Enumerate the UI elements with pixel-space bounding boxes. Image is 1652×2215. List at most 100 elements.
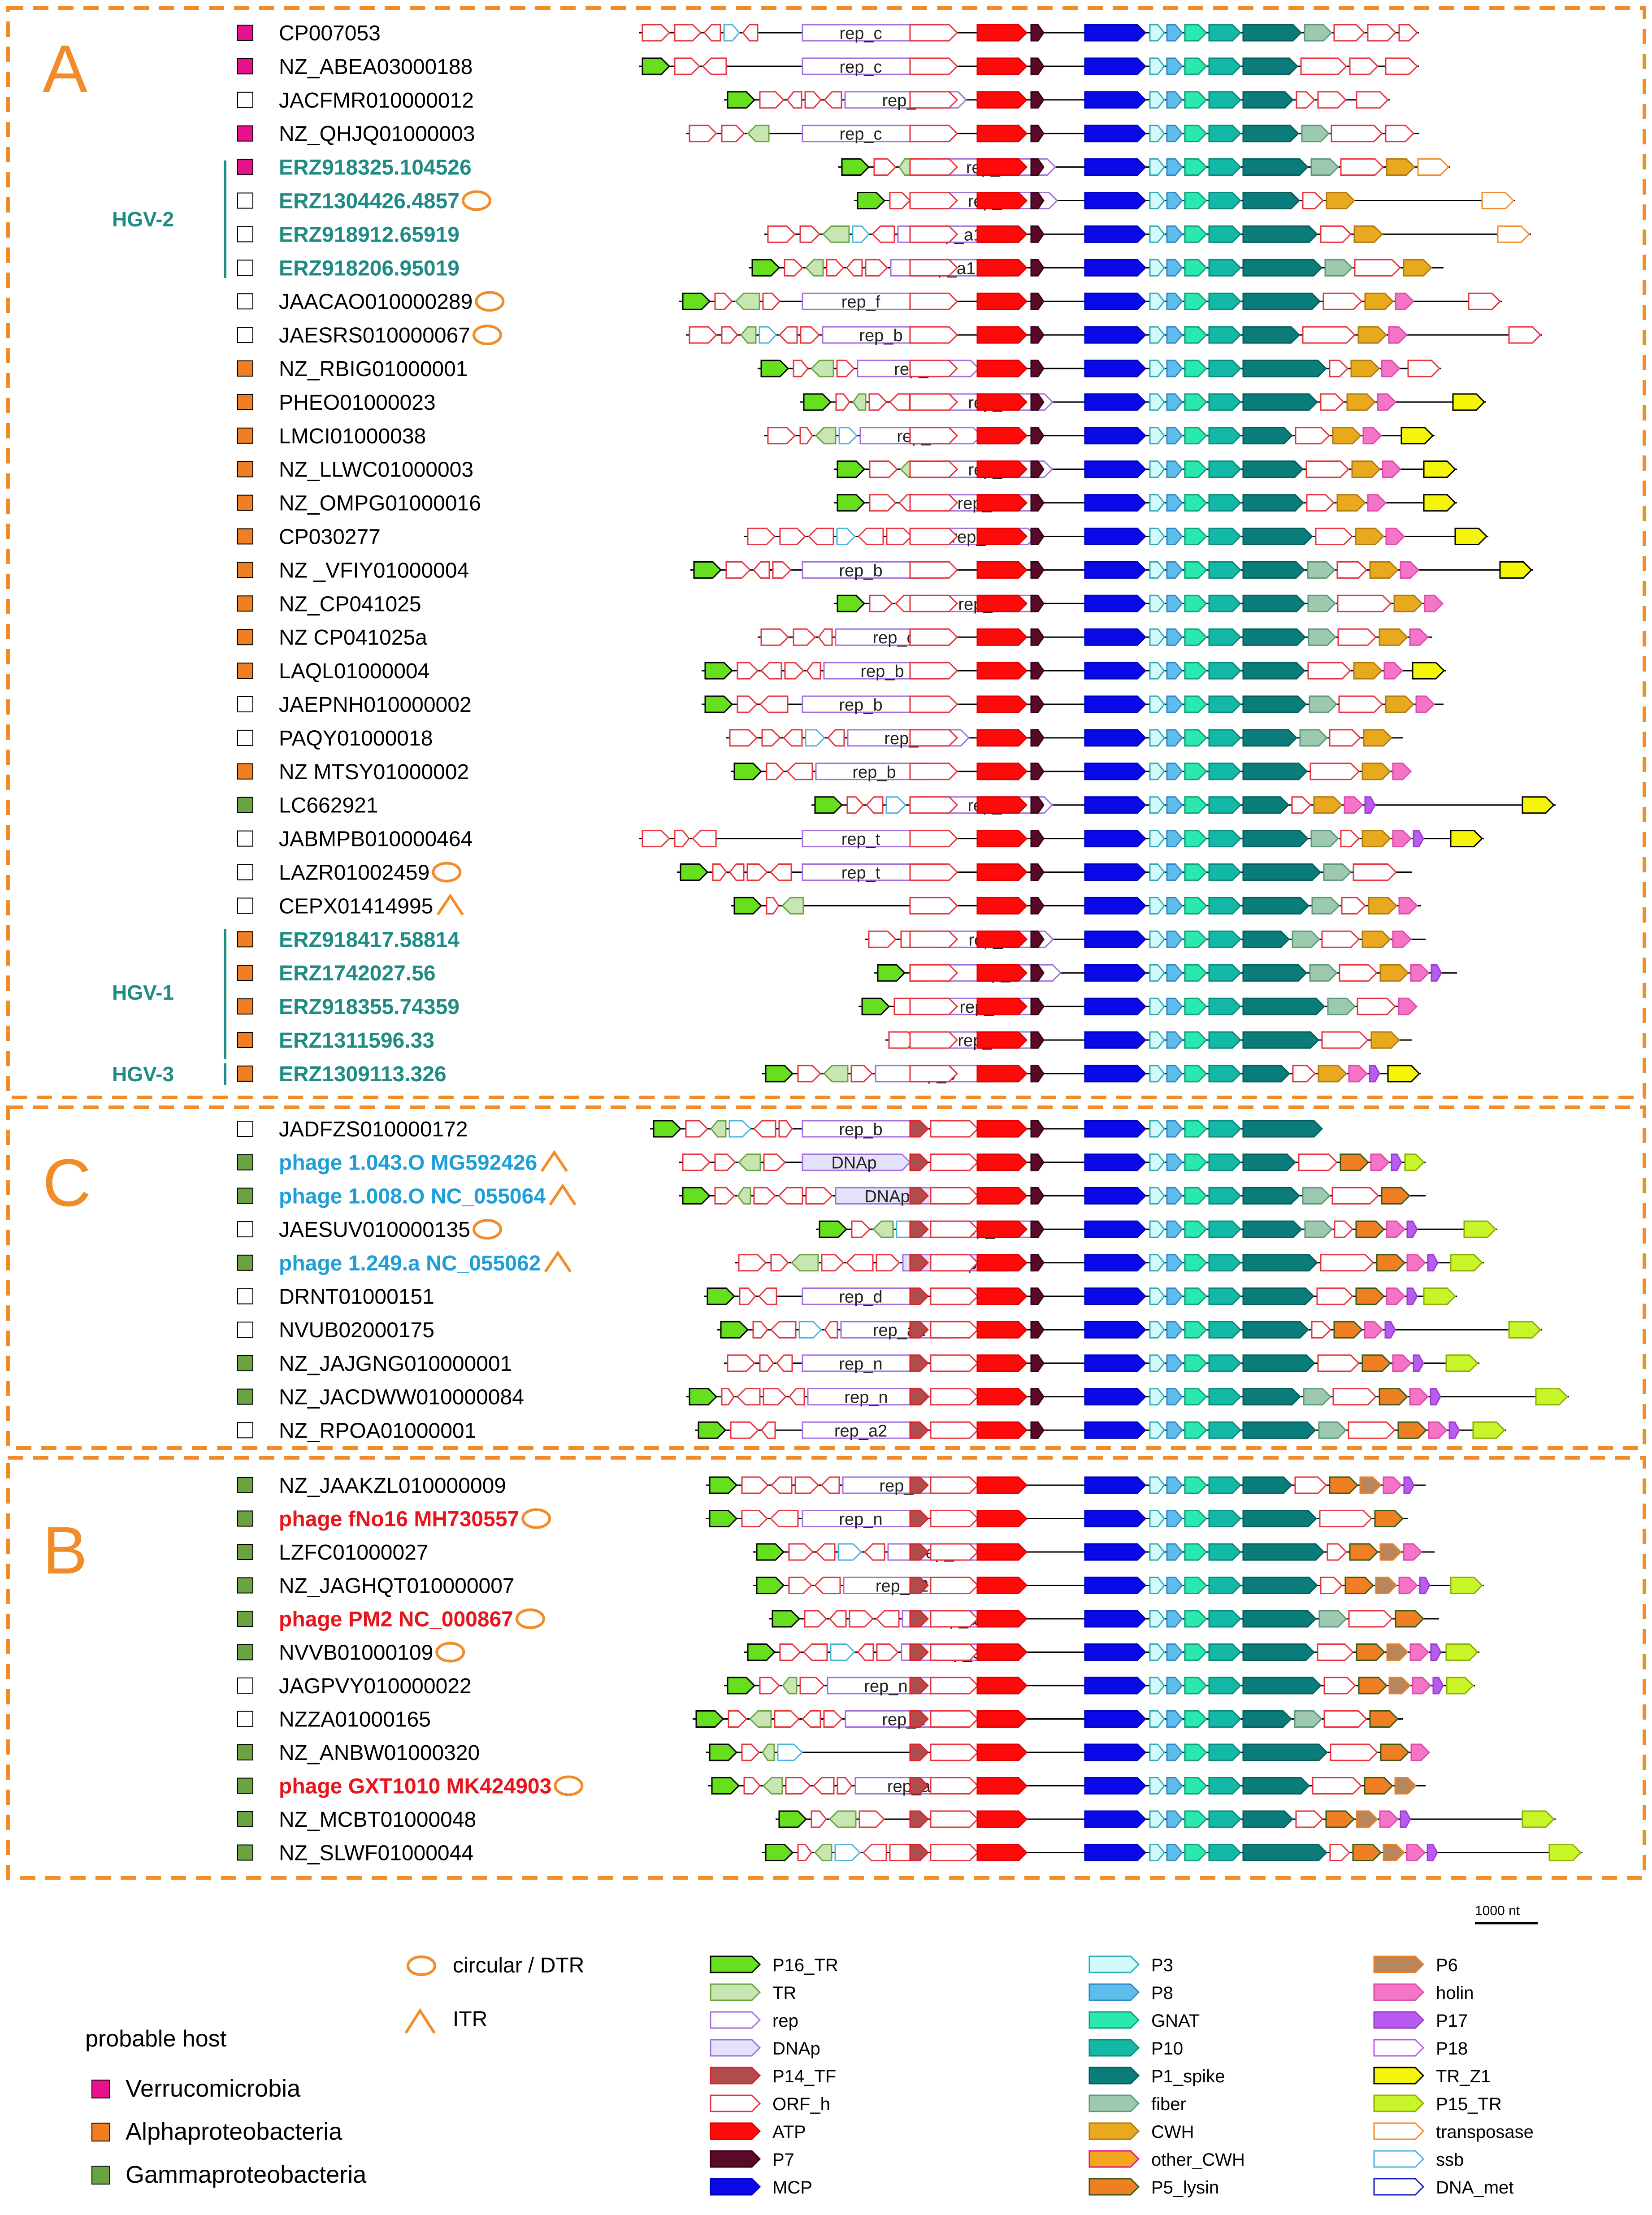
- gene-arrow: [1208, 1577, 1242, 1594]
- gene-arrow: [803, 393, 832, 411]
- gene-arrow: [1406, 1254, 1427, 1272]
- gene-arrow: [1208, 292, 1242, 310]
- genome-accession-label: phage 1.043.O MG592426: [279, 1151, 537, 1175]
- gene-arrow: [1355, 1220, 1385, 1238]
- gene-arrow: [1184, 24, 1208, 42]
- gene-arrow: [909, 1031, 958, 1049]
- gene-arrow: [1208, 997, 1242, 1015]
- gene-arrow: [1413, 830, 1424, 848]
- gene-arrow: [763, 1153, 786, 1171]
- gene-arrow: [689, 1388, 718, 1406]
- gene-arrow: [976, 259, 1028, 277]
- gene-arrow: [805, 729, 826, 747]
- gene-arrow: [704, 695, 733, 713]
- mcp-gene-arrow: [1084, 1254, 1147, 1272]
- genome-row: JAACAO010000289 rep_f: [237, 290, 1502, 314]
- legend-gene-swatch-icon: [1373, 2067, 1425, 2085]
- gene-arrow: [753, 1187, 776, 1205]
- gene-arrow: [1030, 964, 1045, 982]
- gene-arrow: [1361, 1354, 1392, 1372]
- gene-arrow: [767, 225, 796, 243]
- gene-arrow: [869, 594, 893, 612]
- gene-arrow: [837, 494, 866, 512]
- gene-arrow: [799, 427, 813, 445]
- gene-arrow: [1298, 1153, 1338, 1171]
- genome-row: CEPX01414995: [237, 893, 1421, 918]
- gene-arrow: [1166, 997, 1183, 1015]
- gene-arrow: [1242, 393, 1318, 411]
- legend-gene-label: P3: [1151, 1955, 1173, 1975]
- gene-arrow: [762, 292, 781, 310]
- gene-arrow: [714, 292, 733, 310]
- gene-arrow: [1030, 1220, 1045, 1238]
- hgv-2-label: HGV-2: [112, 208, 174, 231]
- gene-arrow: [1030, 192, 1045, 209]
- gene-arrow: [976, 1677, 1028, 1695]
- host-swatch: [237, 1121, 253, 1137]
- gene-arrow: [909, 1777, 929, 1795]
- gene-arrow: [1149, 494, 1165, 512]
- gene-arrow: [849, 1610, 874, 1628]
- gene-arrow: [1242, 1543, 1325, 1561]
- mcp-gene-arrow: [1084, 662, 1147, 680]
- gene-arrow: [1166, 796, 1183, 814]
- gene-arrow: [1423, 1287, 1457, 1305]
- host-swatch-gammaproteobacteria: [91, 2166, 110, 2185]
- gene-arrow: [753, 1120, 776, 1138]
- gene-arrow: [1242, 1710, 1292, 1728]
- gene-arrow: [1208, 561, 1242, 579]
- mcp-gene-arrow: [1084, 1354, 1147, 1372]
- gene-arrow: [1357, 326, 1388, 344]
- gene-arrow: [1149, 796, 1165, 814]
- gene-arrow: [1307, 561, 1336, 579]
- gene-arrow: [1208, 259, 1242, 277]
- host-swatch: [237, 58, 253, 74]
- genome-row: phage PM2 NC_000867rep_a2: [237, 1608, 1439, 1631]
- gene-arrow: [1242, 494, 1305, 512]
- gene-arrow: [1354, 259, 1401, 277]
- legend-gene-swatch-icon: [1088, 2122, 1140, 2140]
- gene-arrow: [1359, 1476, 1382, 1494]
- gene-arrow: [836, 528, 856, 545]
- gene-arrow: [871, 225, 895, 243]
- gene-arrow: [1452, 393, 1486, 411]
- gene-arrow: [909, 393, 958, 411]
- host-swatch: [237, 1032, 253, 1048]
- gene-arrow: [1166, 1710, 1183, 1728]
- gene-arrow: [1321, 1031, 1369, 1049]
- gene-arrow: [1208, 763, 1242, 780]
- gene-arrow: [1208, 796, 1242, 814]
- gene-arrow: [1149, 1810, 1165, 1828]
- genome-rows: CP007053 rep_c NZ_ABEA03000188 rep_c JACFMR0…: [237, 22, 1583, 1865]
- genome-accession-label: NZ CP041025a: [279, 626, 427, 650]
- gene-arrow: [1364, 1777, 1394, 1795]
- gene-arrow: [1392, 930, 1412, 948]
- mcp-gene-arrow: [1084, 1543, 1147, 1561]
- gene-arrow: [886, 528, 913, 545]
- mcp-gene-arrow: [1084, 427, 1147, 445]
- gene-arrow: [1356, 1643, 1386, 1661]
- gene-arrow: [693, 561, 722, 579]
- gene-arrow: [835, 393, 850, 411]
- gene-arrow: [909, 259, 958, 277]
- gene-arrow: [976, 1153, 1028, 1171]
- gene-arrow: [1348, 1421, 1396, 1439]
- gene-arrow: [1184, 1677, 1208, 1695]
- genome-row: LZFC01000027rep_a2: [237, 1541, 1435, 1565]
- gene-arrow: [1376, 1254, 1406, 1272]
- host-swatch: [237, 25, 253, 41]
- gene-arrow: [976, 1187, 1028, 1205]
- mcp-gene-arrow: [1084, 225, 1147, 243]
- gene-arrow: [976, 1810, 1028, 1828]
- gene-arrow: [1208, 427, 1242, 445]
- gene-arrow: [1432, 1677, 1444, 1695]
- gene-arrow: [1383, 662, 1404, 680]
- genome-row: JADFZS010000172 rep_b: [237, 1118, 1323, 1141]
- gene-arrow: [1427, 1254, 1439, 1272]
- gene-arrow: [1333, 1321, 1363, 1339]
- mcp-gene-arrow: [1084, 863, 1147, 881]
- gene-arrow: [824, 1321, 838, 1339]
- gene-arrow: [1377, 393, 1397, 411]
- legend-circular-label: circular / DTR: [453, 1954, 584, 1977]
- legend-gene-label: transposase: [1436, 2122, 1534, 2142]
